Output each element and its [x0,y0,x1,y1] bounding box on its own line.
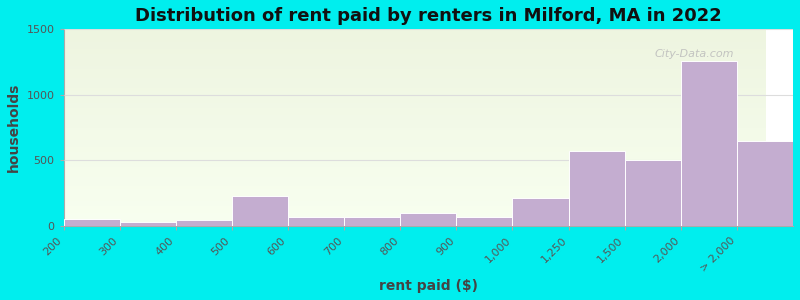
Bar [625,160,681,226]
Bar [288,218,344,226]
Bar [63,219,120,226]
Y-axis label: households: households [7,83,21,172]
Text: City-Data.com: City-Data.com [654,49,734,59]
X-axis label: rent paid ($): rent paid ($) [378,279,478,293]
Bar [120,222,176,226]
Bar [232,196,288,226]
Title: Distribution of rent paid by renters in Milford, MA in 2022: Distribution of rent paid by renters in … [135,7,722,25]
Bar [513,199,569,226]
Bar [569,151,625,226]
Bar [681,61,737,226]
Bar [344,218,400,226]
Bar [456,218,513,226]
Bar [737,141,793,226]
Bar [176,220,232,226]
Bar [400,213,456,226]
